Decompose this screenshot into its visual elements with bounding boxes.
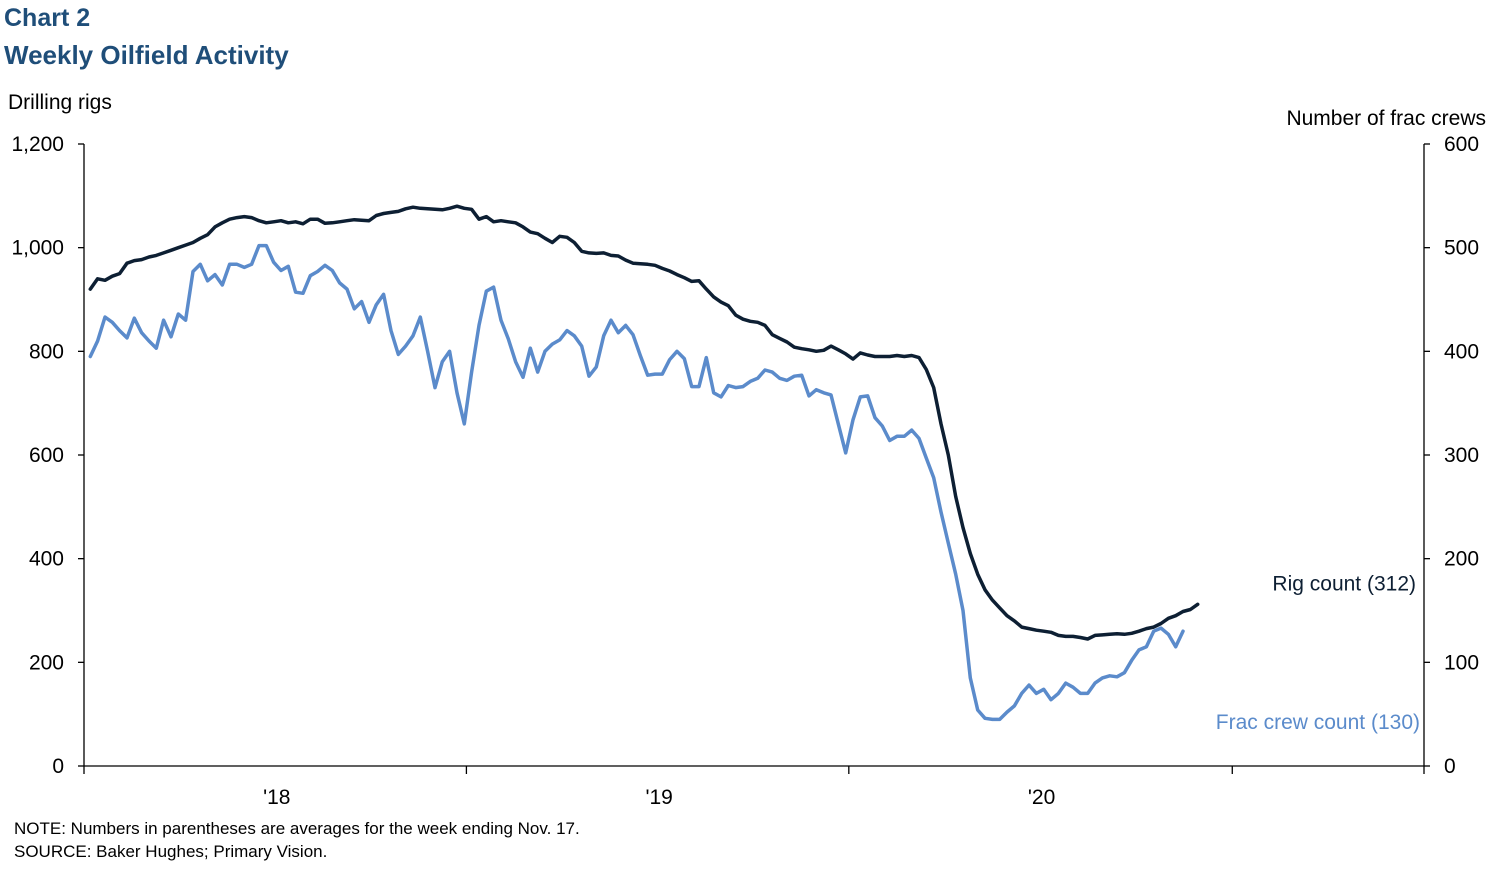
left-tick-label: 0 [52, 755, 64, 778]
notes-block: NOTE: Numbers in parentheses are average… [14, 817, 580, 863]
x-tick-label: '19 [645, 786, 672, 809]
right-axis-label: Number of frac crews [1286, 107, 1486, 130]
right-tick-label: 400 [1444, 340, 1479, 363]
left-tick-label: 400 [29, 548, 64, 571]
right-tick-label: 200 [1444, 548, 1479, 571]
source-text: SOURCE: Baker Hughes; Primary Vision. [14, 842, 328, 861]
rig-count-label: Rig count (312) [1272, 572, 1416, 595]
left-tick-label: 800 [29, 340, 64, 363]
frac-crew-count-label: Frac crew count (130) [1216, 711, 1420, 734]
axes-group: 0 200 400 600 800 1,000 1,200 0 100 200 300 400 500 6… [11, 133, 1479, 809]
right-tick-label: 300 [1444, 444, 1479, 467]
left-tick-label: 600 [29, 444, 64, 467]
left-tick-label: 1,200 [11, 133, 64, 156]
frac-crew-count-line [88, 243, 1185, 722]
right-tick-label: 600 [1444, 133, 1479, 156]
note-text: NOTE: Numbers in parentheses are average… [14, 819, 580, 838]
x-tick-label: '20 [1028, 786, 1055, 809]
chart-title: Weekly Oilfield Activity [4, 40, 289, 70]
rig-count-line [88, 204, 1200, 641]
chart-number-label: Chart 2 [4, 4, 91, 32]
series-labels-group: Rig count (312) Frac crew count (130) [1216, 572, 1420, 734]
left-axis-label: Drilling rigs [8, 91, 112, 114]
right-tick-label: 0 [1444, 755, 1456, 778]
x-tick-label: '18 [263, 786, 290, 809]
right-tick-label: 500 [1444, 237, 1479, 260]
left-tick-label: 1,000 [11, 237, 64, 260]
series-group [88, 204, 1200, 722]
right-tick-label: 100 [1444, 651, 1479, 674]
left-tick-label: 200 [29, 651, 64, 674]
